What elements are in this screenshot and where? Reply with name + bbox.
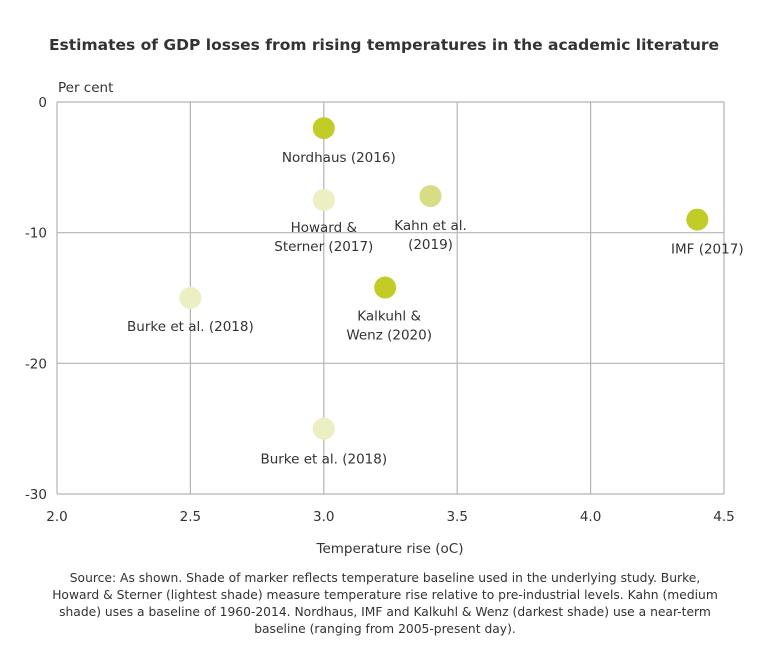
x-axis-label: Temperature rise (oC): [316, 541, 464, 557]
point-label: Kalkuhl & Wenz (2020): [346, 309, 432, 344]
data-point: [179, 287, 202, 309]
x-tick-label: 2.5: [180, 509, 201, 525]
point-label: Nordhaus (2016): [282, 150, 396, 166]
y-tick-label: -10: [25, 226, 47, 242]
grid-lines: [56, 101, 725, 495]
y-tick-label: 0: [38, 95, 47, 111]
source-footnote: Source: As shown. Shade of marker reflec…: [52, 571, 718, 636]
x-tick-label: 3.5: [446, 509, 467, 525]
point-label: Burke et al. (2018): [127, 319, 254, 335]
data-points: [179, 117, 709, 440]
data-point: [374, 276, 397, 299]
chart-title: Estimates of GDP losses from rising temp…: [49, 36, 719, 54]
y-tick-label: -20: [25, 356, 47, 372]
x-tick-label: 2.0: [46, 509, 67, 525]
point-label: Burke et al. (2018): [260, 452, 387, 468]
x-tick-labels: 2.0 2.5 3.0 3.5 4.0 4.5: [46, 509, 734, 525]
y-axis-unit-label: Per cent: [58, 80, 113, 96]
y-tick-labels: 0 -10 -20 -30: [25, 95, 47, 503]
data-point: [312, 417, 335, 440]
data-point: [419, 185, 442, 208]
y-tick-label: -30: [25, 487, 47, 503]
x-tick-label: 4.0: [580, 509, 601, 525]
data-point-labels: Nordhaus (2016) Howard & Sterner (2017) Kah…: [127, 150, 744, 468]
point-label: Kahn et al. (2019): [394, 218, 467, 253]
point-label: IMF (2017): [671, 242, 744, 258]
x-tick-label: 4.5: [713, 509, 734, 525]
data-point: [312, 117, 335, 140]
point-label: Howard & Sterner (2017): [274, 220, 373, 255]
data-point: [312, 189, 335, 211]
data-point: [686, 208, 709, 231]
x-tick-label: 3.0: [313, 509, 334, 525]
